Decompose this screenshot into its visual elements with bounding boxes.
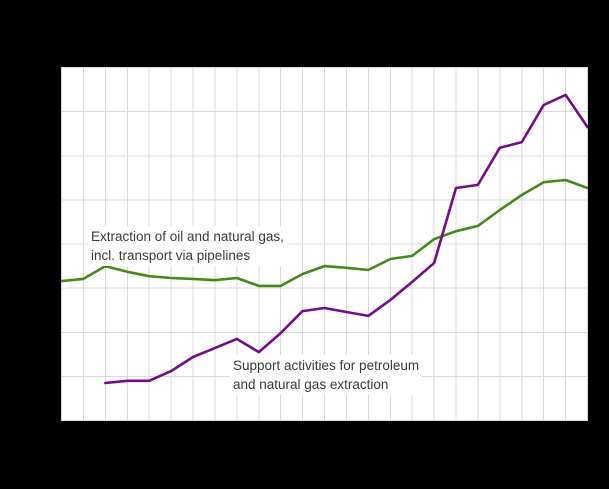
annotation-support-line2: and natural gas extraction bbox=[233, 377, 389, 392]
annotation-support-line1: Support activities for petroleum bbox=[233, 358, 420, 373]
annotation-extraction-series: Extraction of oil and natural gas, incl.… bbox=[88, 226, 287, 266]
annotation-extraction-line1: Extraction of oil and natural gas, bbox=[91, 229, 284, 244]
annotation-support-series: Support activities for petroleum and nat… bbox=[230, 355, 423, 395]
annotation-extraction-line2: incl. transport via pipelines bbox=[91, 248, 251, 263]
